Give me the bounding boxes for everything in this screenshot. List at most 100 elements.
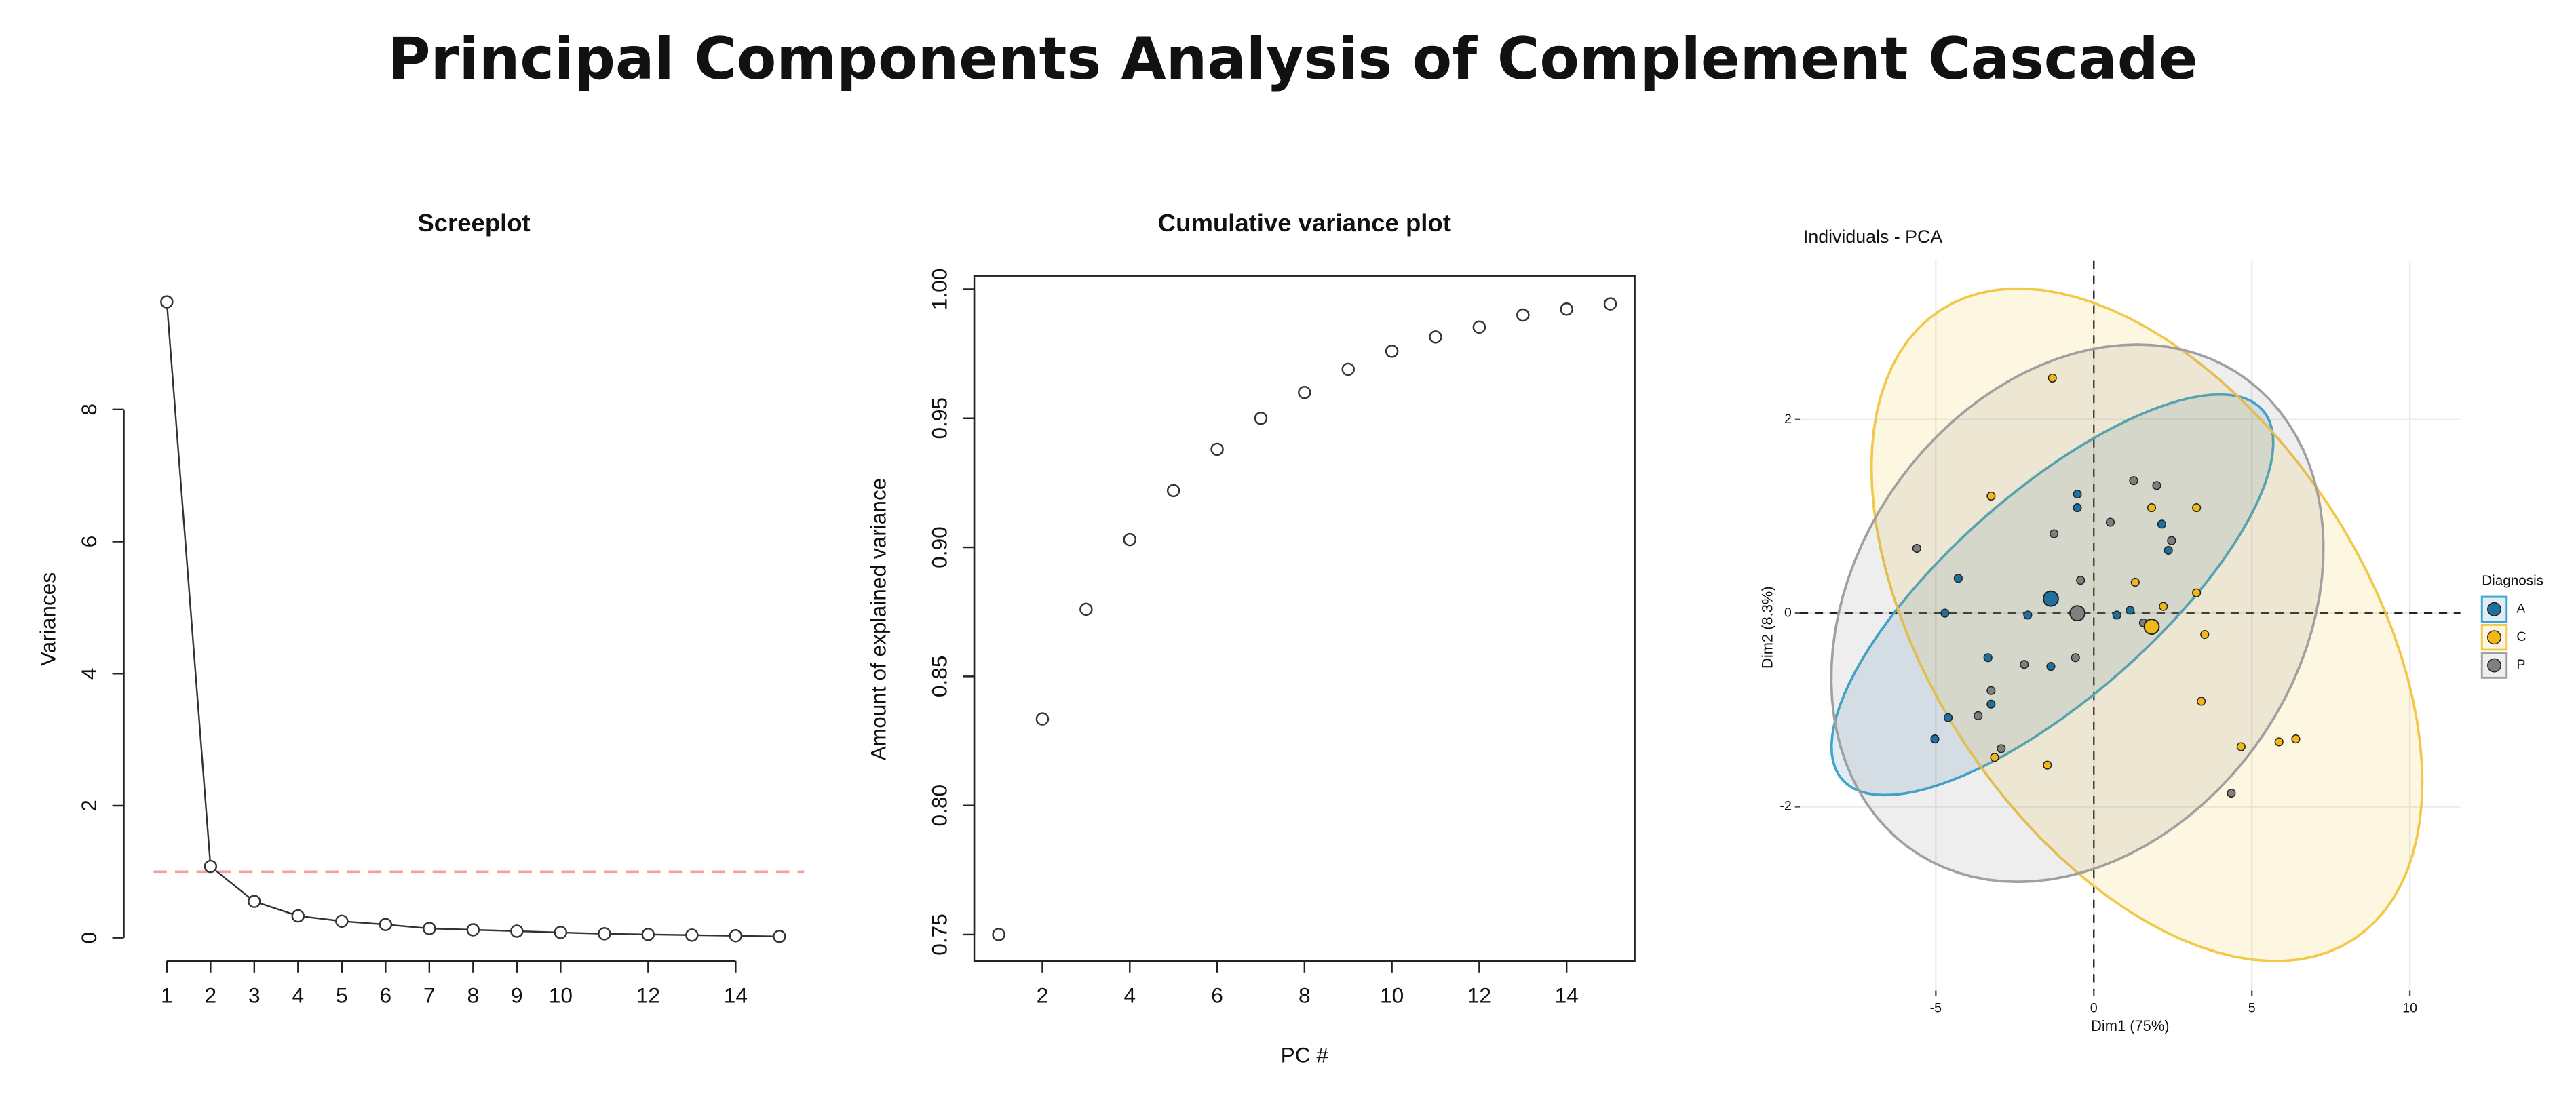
point [2152,481,2161,490]
point [2192,503,2202,513]
point [2020,660,2029,669]
point [729,929,743,943]
legend-marker [2487,602,2501,616]
x-tick-label: 10 [549,983,573,1008]
point [2073,503,2082,513]
point [510,924,524,938]
legend-label: C [2516,629,2526,644]
point [291,909,305,923]
x-tick-label: 12 [636,983,660,1008]
legend-title: Diagnosis [2482,572,2543,588]
point [1166,484,1180,498]
panel-title: Cumulative variance plot [1158,209,1451,237]
point [1341,362,1355,376]
y-tick-label: 0.75 [927,914,952,956]
point [1983,653,1993,663]
x-axis-label: PC # [1281,1042,1329,1067]
point [1943,713,1953,722]
x-tick-label: 5 [2248,1001,2256,1016]
point [2274,737,2284,747]
y-axis-label: Variances [35,572,60,666]
x-tick-label: 4 [292,983,305,1008]
point [1210,442,1224,456]
x-tick-label: 7 [423,983,436,1008]
x-tick-label: 8 [1299,983,1311,1008]
point [2046,662,2056,671]
point [1429,330,1442,344]
y-tick-label: 8 [77,404,101,416]
point [1997,744,2006,753]
centroid [2042,590,2059,607]
point [685,928,699,942]
point [1986,491,1996,501]
point [2076,576,2085,585]
x-tick-label: 10 [1380,983,1404,1008]
x-tick-label: 2 [1037,983,1049,1008]
y-tick-label: 2 [77,800,101,812]
point [992,928,1005,941]
point [2147,503,2157,513]
x-tick-label: 4 [1123,983,1136,1008]
point [423,922,436,935]
point [2291,734,2301,744]
point [1930,734,1940,744]
point [204,859,218,874]
point [2049,529,2059,538]
point [2200,629,2210,640]
x-tick-label: 3 [248,983,261,1008]
point [2105,517,2115,527]
y-tick-label: 6 [77,536,101,548]
point [2112,610,2121,620]
point [2192,588,2202,597]
y-tick-label: 4 [77,667,101,680]
x-tick-label: 10 [2402,1001,2417,1016]
x-axis-label: Dim1 (75%) [2091,1017,2170,1034]
legend-label: P [2516,657,2525,672]
point [1912,543,1921,553]
point [1385,345,1399,358]
centroid [2069,605,2085,622]
point [2048,373,2057,383]
point [335,914,349,928]
point [1560,302,1573,316]
point [1990,753,1999,762]
x-tick-label: 5 [336,983,348,1008]
point [2227,788,2236,798]
point [1603,297,1617,311]
y-tick-label: 1.00 [927,269,952,311]
y-tick-label: -2 [1780,799,1792,814]
y-axis-label: Amount of explained variance [866,478,891,761]
x-tick-label: 6 [380,983,392,1008]
point [598,927,611,941]
main-title: Principal Components Analysis of Complem… [388,26,2197,93]
x-tick-label: 9 [511,983,523,1008]
x-tick-label: 14 [724,983,748,1008]
panel-title: Screeplot [417,209,530,237]
point [1940,608,1950,618]
panel-title: Individuals - PCA [1803,227,1942,247]
point [2130,577,2140,587]
point [2197,697,2206,706]
point [1953,574,1963,583]
point [1298,385,1311,399]
x-tick-label: 6 [1211,983,1223,1008]
x-tick-label: -5 [1930,1001,1942,1016]
point [160,295,174,309]
x-tick-label: 2 [205,983,217,1008]
y-tick-label: 0 [77,932,101,944]
centroid [2143,619,2160,635]
y-tick-label: 0 [1784,605,1792,620]
y-axis-label: Dim2 (8.3%) [1759,586,1776,669]
legend-key [2480,595,2508,623]
legend-label: A [2516,601,2525,616]
legend-marker [2487,658,2501,673]
x-tick-label: 0 [2090,1001,2098,1016]
x-tick-label: 12 [1467,983,1491,1008]
point [1516,308,1530,322]
point [2073,490,2082,499]
y-tick-label: 0.95 [927,397,952,439]
point [2023,610,2033,620]
point [2071,653,2080,663]
